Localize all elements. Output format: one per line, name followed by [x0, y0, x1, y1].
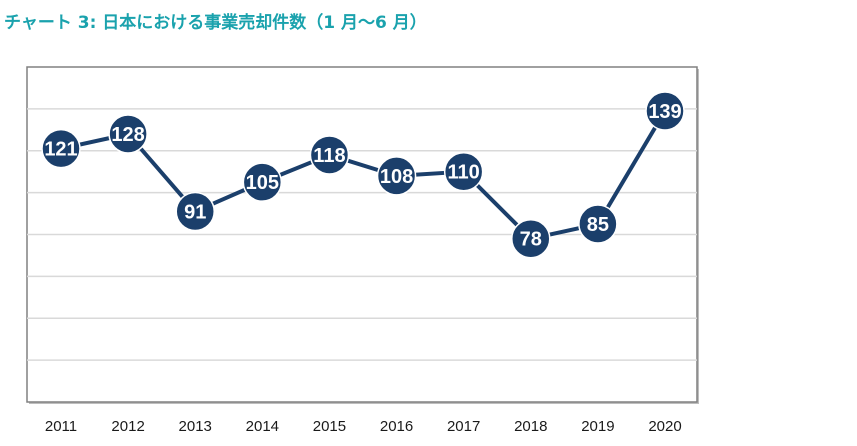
x-tick-label-2012: 2012 [111, 418, 144, 435]
series-line-layer [59, 108, 667, 241]
data-point-2018 [511, 218, 551, 259]
data-label-2019: 85 [587, 214, 609, 236]
x-tick-label-2019: 2019 [581, 418, 614, 435]
data-point-2015 [309, 135, 350, 175]
data-point-2012 [108, 114, 148, 154]
data-point-2020 [645, 91, 685, 131]
data-label-2014: 105 [246, 172, 279, 194]
data-point-2014 [242, 162, 283, 202]
x-tick-label-2017: 2017 [447, 418, 480, 435]
data-label-2017: 110 [448, 162, 480, 184]
data-point-2011 [41, 128, 81, 169]
data-point-2013 [175, 191, 215, 232]
x-tick-label-2018: 2018 [514, 418, 547, 435]
data-label-2013: 91 [184, 201, 206, 223]
data-label-2018: 78 [520, 229, 542, 251]
data-label-2015: 118 [313, 145, 345, 167]
data-label-2016: 108 [380, 166, 413, 188]
x-tick-label-2013: 2013 [179, 418, 212, 435]
x-tick-label-2015: 2015 [313, 418, 346, 435]
data-point-2019 [578, 204, 618, 244]
series-line [59, 108, 667, 241]
x-tick-label-2016: 2016 [380, 418, 413, 435]
data-label-2020: 139 [648, 101, 681, 123]
x-tick-label-2014: 2014 [246, 418, 279, 435]
data-point-2017 [443, 151, 484, 192]
x-axis-ticks: 2011 2012 2013 2014 2015 2016 2017 2018 2019 2020 [45, 418, 682, 435]
x-tick-label-2020: 2020 [648, 418, 681, 435]
chart-title: チャート 3: 日本における事業売却件数（1 月～6 月） [4, 13, 427, 33]
data-label-2012: 128 [111, 124, 144, 146]
data-point-2016 [376, 156, 417, 196]
data-markers: 121 128 91 105 118 108 110 78 85 139 [41, 91, 685, 259]
data-label-2011: 121 [44, 139, 77, 161]
x-tick-label-2011: 2011 [45, 418, 77, 435]
